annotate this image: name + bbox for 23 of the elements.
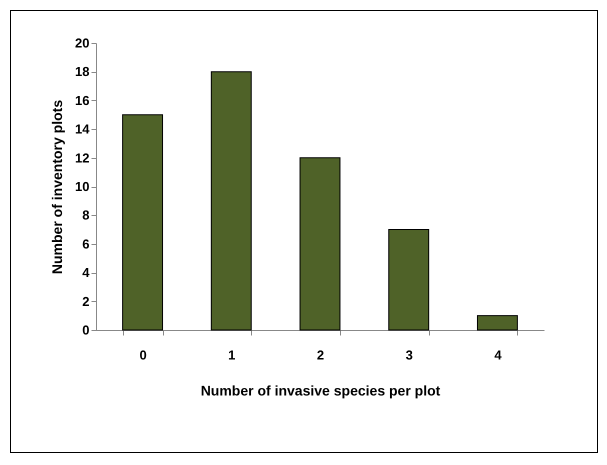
y-axis-title: Number of inventory plots (49, 100, 66, 274)
bar (476, 315, 518, 330)
y-tick-label: 16 (75, 92, 90, 108)
y-tick-label: 12 (75, 150, 90, 166)
y-tick-label: 8 (82, 208, 90, 223)
bar (122, 114, 164, 330)
x-tick-label: 0 (139, 348, 147, 362)
y-tick-label: 0 (82, 322, 90, 338)
y-tick-label: 4 (82, 265, 90, 280)
y-tick-label: 2 (82, 294, 90, 309)
y-tick-label: 14 (75, 122, 90, 137)
y-tick-label: 10 (75, 179, 90, 194)
y-tick-label: 18 (75, 64, 90, 80)
y-tick-label: 20 (75, 36, 90, 50)
x-tick-label: 1 (228, 348, 236, 362)
x-tick-label: 2 (316, 348, 324, 362)
x-tick-label: 4 (494, 348, 502, 362)
x-tick-label: 3 (406, 348, 413, 362)
x-axis-title: Number of invasive species per plot (200, 382, 441, 398)
bar (210, 71, 252, 330)
y-tick-label: 6 (82, 236, 90, 252)
bar (300, 157, 340, 330)
bar (388, 229, 430, 330)
